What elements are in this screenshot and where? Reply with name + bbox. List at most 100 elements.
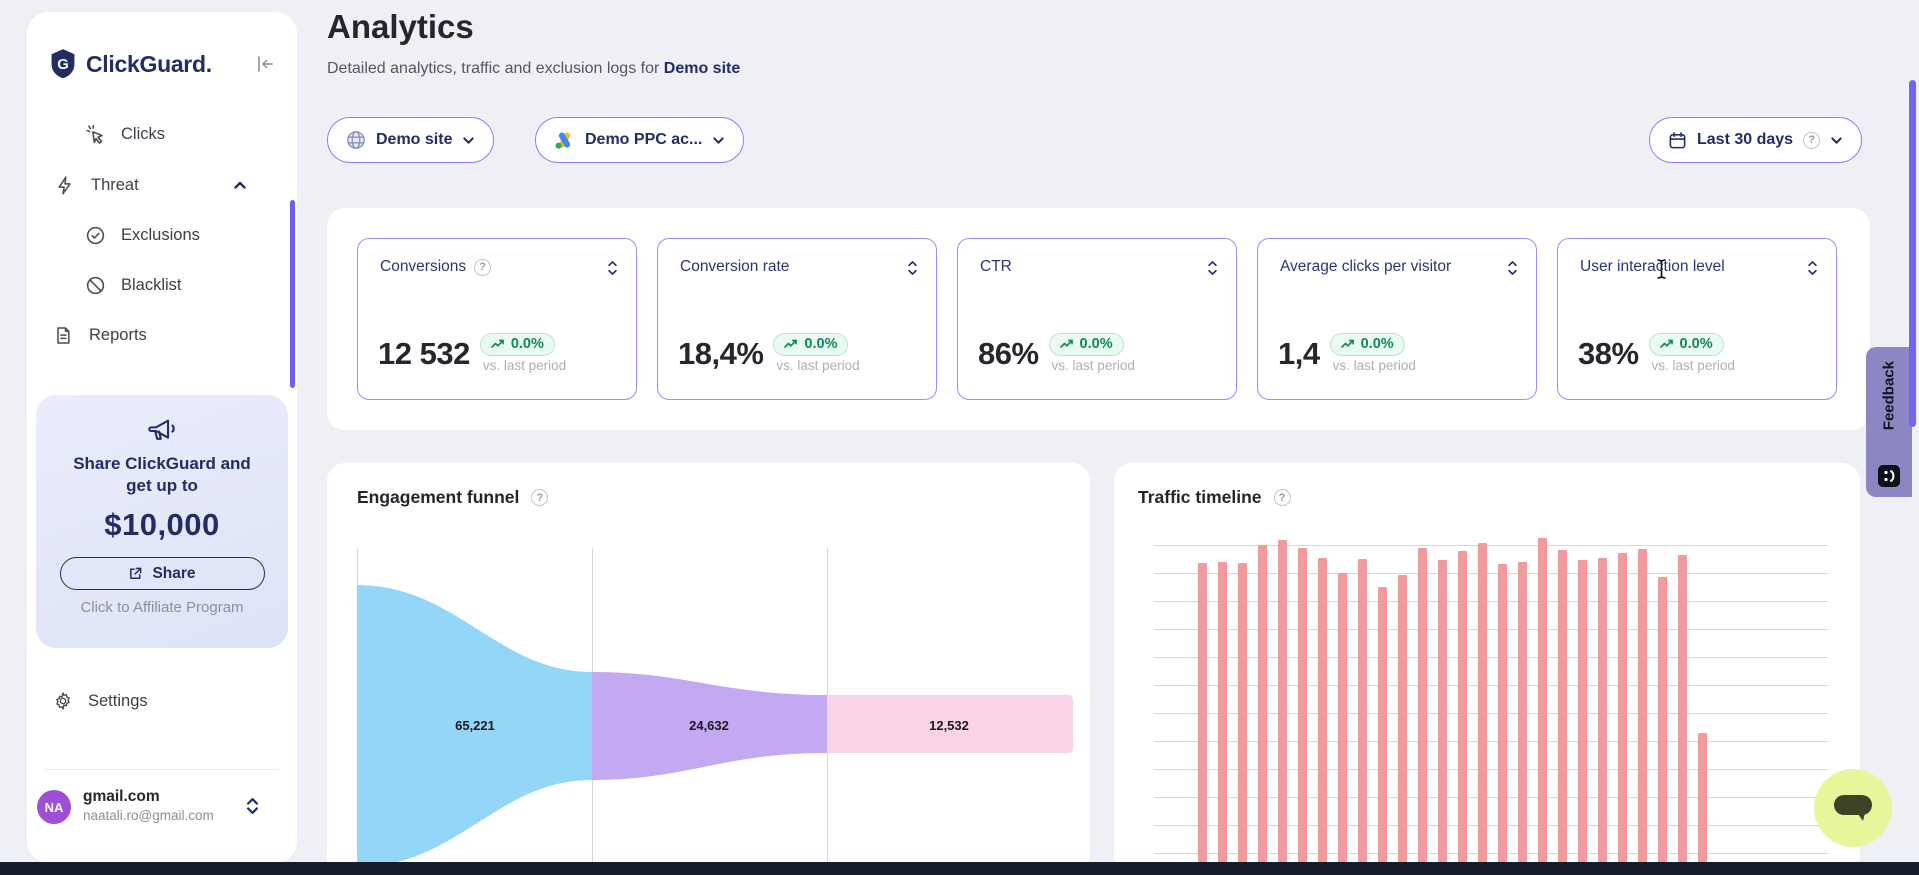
speech-bubble-icon <box>1832 791 1874 825</box>
timeline-bar <box>1258 545 1267 875</box>
timeline-bar <box>1358 558 1367 875</box>
site-selector-value: Demo site <box>376 131 453 148</box>
timeline-bar <box>1418 548 1427 875</box>
page-title: Analytics <box>327 8 474 45</box>
account-switcher[interactable]: NA gmail.com naatali.ro@gmail.com <box>27 784 297 842</box>
stat-card-conversion-rate: Conversion rate 18,4% 0.0% vs. last peri… <box>657 238 937 400</box>
engagement-funnel-chart: 65,221 24,632 12,532 <box>357 548 1073 875</box>
google-ads-icon <box>554 131 575 150</box>
compare-caption: vs. last period <box>1332 358 1416 373</box>
sidebar-item-label: Exclusions <box>121 225 200 244</box>
timeline-bar <box>1438 559 1447 875</box>
brand-logo: G ClickGuard. <box>49 48 212 80</box>
timeline-bar <box>1578 559 1587 875</box>
sidebar-item-blacklist[interactable]: Blacklist <box>85 265 182 305</box>
funnel-stage-2 <box>592 672 827 780</box>
stat-label-text: Conversions <box>380 258 467 275</box>
promo-amount: $10,000 <box>104 507 220 543</box>
bottom-edge-bar <box>0 862 1919 875</box>
feedback-smiley-icon <box>1878 465 1900 487</box>
globe-icon <box>346 130 366 150</box>
delta-badge: 0.0% <box>1329 333 1405 356</box>
promo-headline: Share ClickGuard and get up to <box>73 454 251 496</box>
stat-value: 18,4% <box>678 335 764 371</box>
sidebar-item-settings[interactable]: Settings <box>53 681 148 721</box>
chat-launcher-button[interactable] <box>1814 769 1892 847</box>
calendar-icon <box>1668 131 1687 150</box>
metric-switch-icon[interactable] <box>1807 260 1818 276</box>
sidebar-item-clicks[interactable]: Clicks <box>85 114 165 154</box>
share-button[interactable]: Share <box>59 557 265 591</box>
trend-up-icon <box>1659 339 1673 348</box>
trend-up-icon <box>1340 339 1354 348</box>
metric-switch-icon[interactable] <box>907 260 918 276</box>
funnel-stage-1 <box>357 585 592 867</box>
external-link-icon <box>128 566 143 581</box>
timeline-bar <box>1478 543 1487 875</box>
stat-value: 86% <box>978 335 1039 371</box>
stat-label: CTR <box>980 258 1012 276</box>
stat-bottom: 86% 0.0% vs. last period <box>978 333 1135 373</box>
timeline-bar <box>1638 549 1647 875</box>
compare-caption: vs. last period <box>1651 358 1735 373</box>
svg-text:G: G <box>57 57 69 73</box>
funnel-stage-value: 65,221 <box>455 718 495 733</box>
chevron-up-icon <box>233 178 247 192</box>
sidebar-item-reports[interactable]: Reports <box>53 315 147 355</box>
help-icon[interactable] <box>1273 489 1291 506</box>
timeline-bars <box>1154 538 1828 875</box>
date-range-selector[interactable]: Last 30 days <box>1649 117 1863 163</box>
metric-switch-icon[interactable] <box>1207 260 1218 276</box>
stat-label: Conversions <box>380 258 492 276</box>
sidebar-item-label: Reports <box>89 325 147 344</box>
page-scrollbar-thumb[interactable] <box>1909 80 1916 427</box>
brand-name: ClickGuard. <box>86 50 212 77</box>
delta-value: 0.0% <box>1079 336 1113 352</box>
trend-up-icon <box>1059 339 1073 348</box>
stat-label-text: CTR <box>980 258 1012 275</box>
sidebar-item-threat[interactable]: Threat <box>55 165 297 205</box>
stat-bottom: 12 532 0.0% vs. last period <box>378 333 566 373</box>
site-selector[interactable]: Demo site <box>327 117 495 163</box>
stat-card-ctr: CTR 86% 0.0% vs. last period <box>957 238 1237 400</box>
engagement-funnel-card: Engagement funnel 65,221 24,632 12,532 <box>327 463 1090 875</box>
cursor-click-icon <box>85 124 106 145</box>
subtitle-text: Detailed analytics, traffic and exclusio… <box>327 60 660 77</box>
metric-switch-icon[interactable] <box>607 260 618 276</box>
document-icon <box>53 325 74 346</box>
settings-label: Settings <box>88 691 148 710</box>
affiliate-program-link[interactable]: Click to Affiliate Program <box>80 599 244 617</box>
compare-caption: vs. last period <box>776 358 860 373</box>
timeline-bar <box>1618 552 1627 875</box>
sidebar-divider <box>45 769 279 770</box>
delta-value: 0.0% <box>804 336 838 352</box>
share-button-label: Share <box>152 564 196 582</box>
stat-label-text: Average clicks per visitor <box>1280 258 1452 275</box>
help-icon[interactable] <box>1803 131 1821 149</box>
timeline-bar <box>1238 563 1247 875</box>
help-icon[interactable] <box>531 489 549 506</box>
affiliate-promo-card: Share ClickGuard and get up to $10,000 S… <box>36 395 288 648</box>
compare-caption: vs. last period <box>482 358 567 373</box>
timeline-bar <box>1338 573 1347 875</box>
delta-badge: 0.0% <box>773 333 849 356</box>
sidebar-collapse-icon[interactable] <box>253 52 277 76</box>
stats-panel: Conversions 12 532 0.0% vs. last period <box>327 208 1870 430</box>
sidebar-scroll-indicator[interactable] <box>290 200 295 388</box>
feedback-tab[interactable]: Feedback <box>1866 347 1912 497</box>
feedback-label: Feedback <box>1880 361 1898 431</box>
account-name: gmail.com <box>83 788 160 805</box>
chevron-down-icon <box>1830 134 1843 147</box>
delta-badge: 0.0% <box>1048 333 1124 356</box>
chevron-down-icon <box>712 134 725 147</box>
account-email: naatali.ro@gmail.com <box>83 808 214 823</box>
ppc-account-selector[interactable]: Demo PPC ac... <box>535 117 745 163</box>
sidebar-item-label: Threat <box>91 175 139 194</box>
help-icon[interactable] <box>474 258 492 276</box>
trend-up-icon <box>490 339 504 348</box>
metric-switch-icon[interactable] <box>1507 260 1518 276</box>
sidebar-item-exclusions[interactable]: Exclusions <box>85 215 200 255</box>
funnel-title-text: Engagement funnel <box>357 487 520 507</box>
delta-value: 0.0% <box>1679 336 1713 352</box>
